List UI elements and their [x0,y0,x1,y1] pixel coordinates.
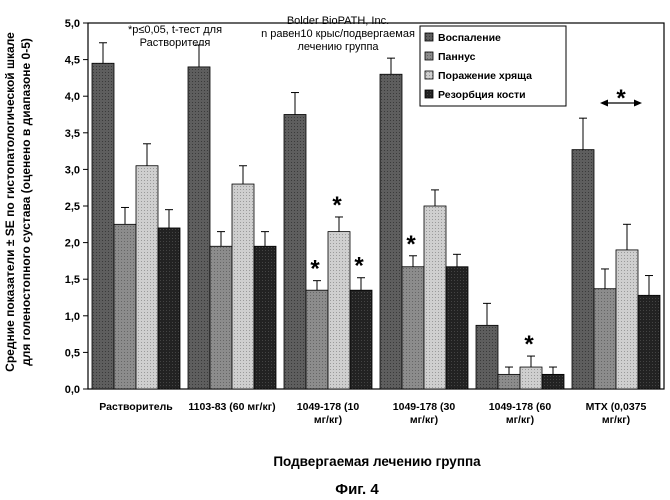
y-tick-label: 5,0 [65,18,80,30]
figure-caption: Фиг. 4 [335,481,379,498]
significance-star: * [310,256,320,283]
bar-cartilage [328,232,350,389]
x-category-label: 1103-83 (60 мг/кг) [188,401,275,413]
bar-cartilage [616,250,638,389]
y-axis: 0,0 0,5 1,0 1,5 2,0 2,5 3,0 3,5 4,0 4,5 5,0 [65,18,88,396]
source-note-line-1: Bolder BioPATH, Inc. [287,15,389,27]
y-tick-label: 4,0 [65,91,80,103]
significance-star: * [332,192,342,219]
bar-inflammation [284,115,306,390]
legend-label-pannus: Паннус [438,51,476,63]
x-axis-categories: Растворитель 1103-83 (60 мг/кг) 1049-178 (… [99,401,646,426]
y-tick-label: 0,5 [65,347,80,359]
significance-note-line-1: *p≤0,05, t-тест для [128,24,222,36]
bar-inflammation [188,67,210,389]
bar-bone-resorption [350,290,372,389]
significance-star: * [406,231,416,258]
y-tick-label: 1,0 [65,311,80,323]
mtx-significance-span: * [600,85,642,112]
y-axis-label-line-2: для голеностопного сустава (оценено в ди… [19,38,33,366]
bar-inflammation [380,74,402,389]
bar-cartilage [232,184,254,389]
legend-label-cartilage: Поражение хряща [438,70,532,82]
significance-star: * [524,331,534,358]
y-tick-label: 4,5 [65,55,80,67]
y-tick-label: 0,0 [65,384,80,396]
y-tick-label: 3,0 [65,164,80,176]
bar-inflammation [92,63,114,389]
bar-pannus [306,290,328,389]
span-arrow-left [600,100,608,107]
bar-cartilage [424,206,446,389]
legend-swatch-inflammation [425,33,433,41]
x-category-label: 1049-178 (60 [489,401,552,413]
bar-pannus [498,374,520,389]
legend-swatch-bone-resorption [425,90,433,98]
source-note-line-3: лечению группа [297,41,379,53]
bar-cartilage [136,166,158,389]
x-axis-label: Подвергаемая лечению группа [273,454,481,469]
bar-inflammation [572,150,594,389]
legend: Воспаление Паннус Поражение хряща Резорб… [420,26,566,106]
x-category-label: мг/кг) [602,414,630,426]
bar-pannus [210,246,232,389]
legend-label-bone-resorption: Резорбция кости [438,89,526,101]
source-note-line-2: n равен10 крыс/подвергаемая [261,28,415,40]
bar-bone-resorption [638,295,660,389]
x-category-label: Растворитель [99,401,173,413]
x-category-label: мг/кг) [410,414,438,426]
legend-label-inflammation: Воспаление [438,32,501,44]
error-bars [99,43,653,375]
significance-note-line-2: Растворителя [140,37,211,49]
legend-swatch-cartilage [425,71,433,79]
x-category-label: 1049-178 (10 [297,401,360,413]
span-star-marker: * [616,85,626,112]
y-tick-label: 2,5 [65,201,80,213]
y-tick-label: 2,0 [65,238,80,250]
x-category-label: 1049-178 (30 [393,401,456,413]
bar-bone-resorption [158,228,180,389]
span-arrow-right [634,100,642,107]
bars [92,63,660,389]
bar-inflammation [476,325,498,389]
legend-swatch-pannus [425,52,433,60]
bar-bone-resorption [446,267,468,389]
x-category-label: мг/кг) [506,414,534,426]
bar-pannus [594,289,616,389]
bar-bone-resorption [254,246,276,389]
significance-star: * [354,253,364,280]
bar-pannus [402,267,424,389]
bar-pannus [114,224,136,389]
y-axis-label-line-1: Средние показатели ± SE по гистопатологи… [3,32,17,372]
y-tick-label: 3,5 [65,128,80,140]
bar-bone-resorption [542,374,564,389]
x-category-label: MTX (0,0375 [586,401,647,413]
y-tick-label: 1,5 [65,274,80,286]
bar-cartilage [520,367,542,389]
x-category-label: мг/кг) [314,414,342,426]
